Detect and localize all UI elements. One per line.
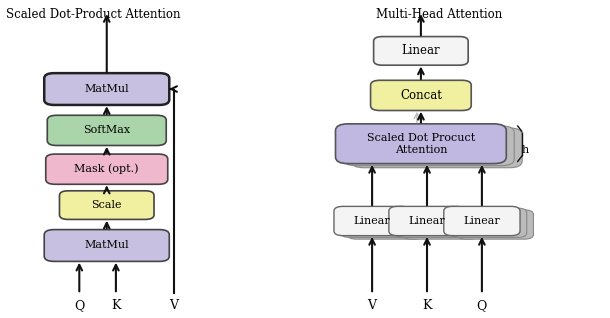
Text: Multi-Head Attention: Multi-Head Attention bbox=[376, 8, 502, 21]
FancyBboxPatch shape bbox=[44, 230, 169, 261]
FancyBboxPatch shape bbox=[395, 208, 472, 237]
Text: MatMul: MatMul bbox=[84, 240, 129, 251]
FancyBboxPatch shape bbox=[336, 124, 506, 163]
FancyBboxPatch shape bbox=[370, 80, 471, 111]
FancyBboxPatch shape bbox=[44, 73, 169, 105]
FancyBboxPatch shape bbox=[46, 154, 168, 184]
FancyBboxPatch shape bbox=[458, 210, 533, 239]
Text: Linear: Linear bbox=[464, 216, 500, 226]
Text: h: h bbox=[522, 145, 529, 155]
FancyBboxPatch shape bbox=[403, 210, 478, 239]
Text: Scale: Scale bbox=[92, 200, 122, 210]
Text: Linear: Linear bbox=[401, 45, 440, 57]
FancyBboxPatch shape bbox=[348, 210, 423, 239]
Text: Concat: Concat bbox=[400, 89, 442, 102]
FancyBboxPatch shape bbox=[47, 115, 166, 146]
FancyBboxPatch shape bbox=[334, 206, 410, 236]
Text: K: K bbox=[422, 299, 432, 312]
FancyBboxPatch shape bbox=[343, 126, 514, 166]
Text: V: V bbox=[368, 299, 376, 312]
Text: MatMul: MatMul bbox=[84, 84, 129, 94]
Text: Linear: Linear bbox=[409, 216, 445, 226]
FancyBboxPatch shape bbox=[59, 191, 154, 219]
FancyBboxPatch shape bbox=[351, 128, 522, 168]
FancyBboxPatch shape bbox=[444, 206, 520, 236]
Text: Linear: Linear bbox=[354, 216, 390, 226]
FancyBboxPatch shape bbox=[373, 37, 468, 65]
Text: V: V bbox=[170, 299, 178, 312]
Text: Scaled Dot-Product Attention: Scaled Dot-Product Attention bbox=[6, 8, 181, 21]
Text: Mask (opt.): Mask (opt.) bbox=[74, 164, 139, 175]
Text: Scaled Dot Procuct
Attention: Scaled Dot Procuct Attention bbox=[367, 133, 475, 155]
FancyBboxPatch shape bbox=[340, 208, 417, 237]
Text: K: K bbox=[111, 299, 121, 312]
Text: Q: Q bbox=[74, 299, 85, 312]
Text: SoftMax: SoftMax bbox=[83, 125, 131, 135]
FancyBboxPatch shape bbox=[450, 208, 527, 237]
FancyBboxPatch shape bbox=[389, 206, 465, 236]
Text: Q: Q bbox=[476, 299, 487, 312]
